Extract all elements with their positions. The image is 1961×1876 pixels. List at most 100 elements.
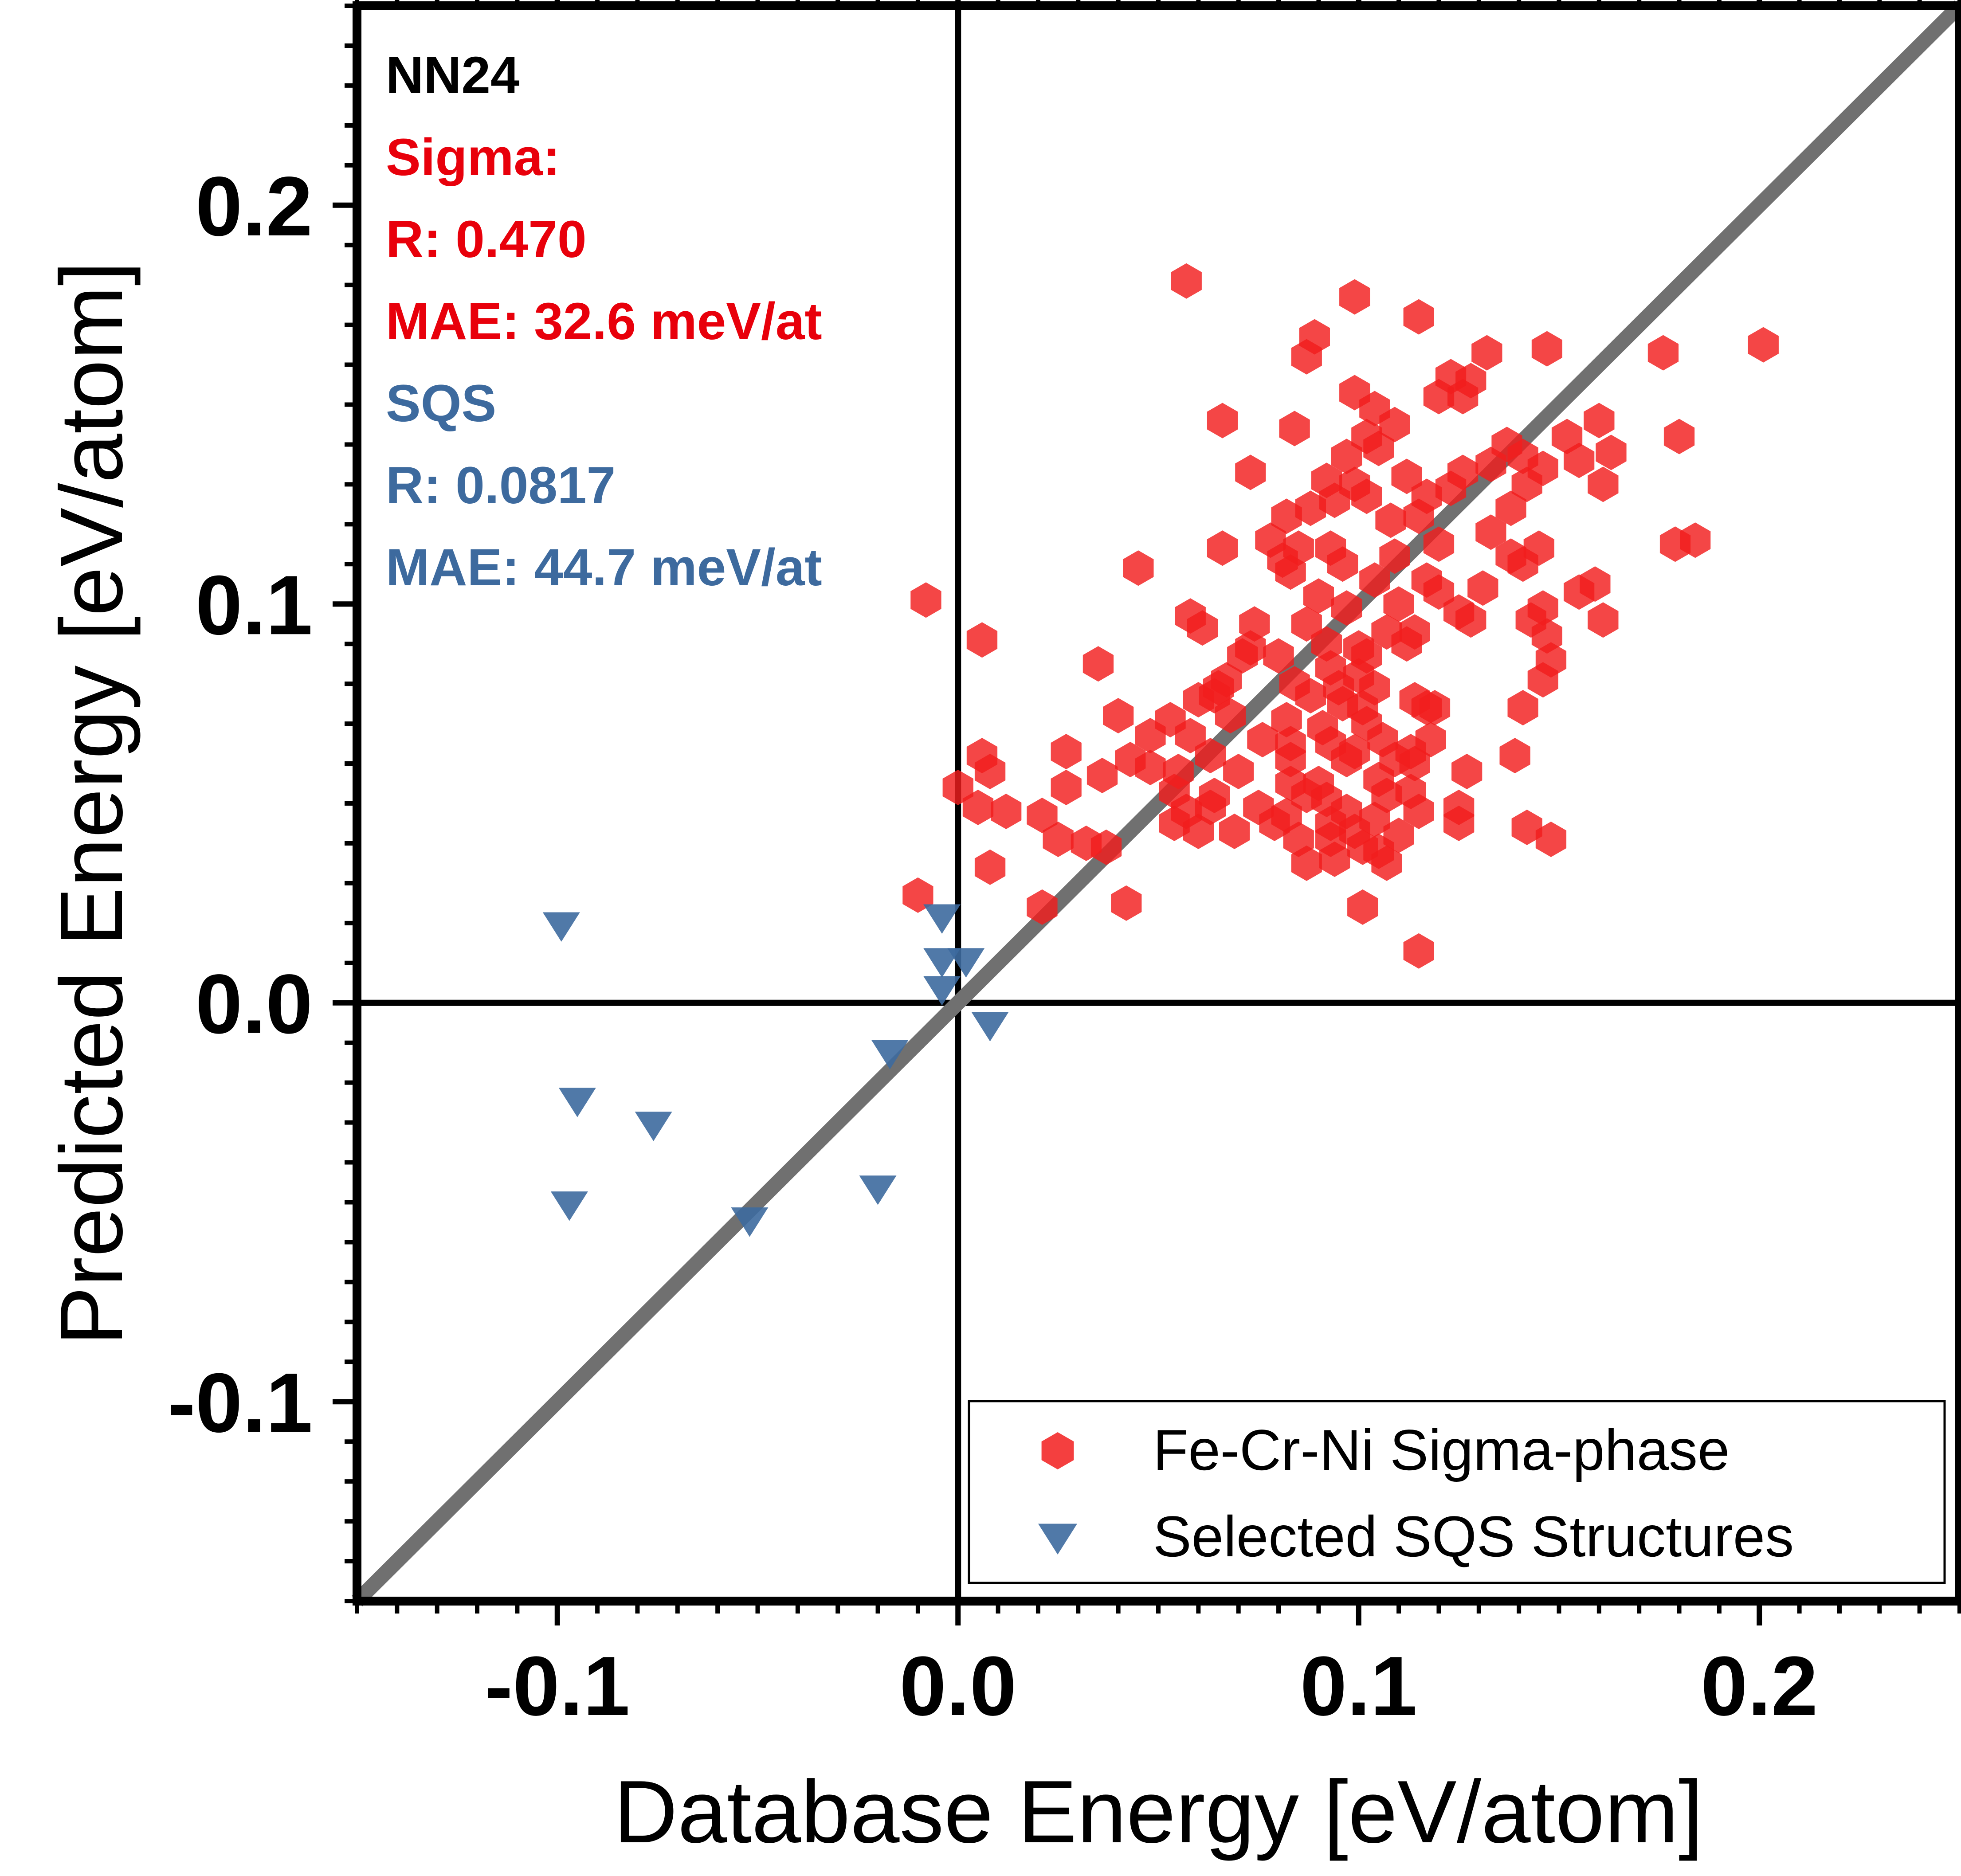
sigma-point: [1403, 498, 1434, 534]
sigma-point: [1103, 698, 1134, 734]
sigma-point: [1159, 806, 1190, 841]
sigma-point: [1275, 742, 1306, 778]
sigma-point: [1327, 546, 1358, 582]
sigma-point: [1319, 841, 1350, 877]
sigma-point: [1455, 602, 1486, 638]
sigma-point: [991, 794, 1022, 829]
legend-box: [968, 1400, 1946, 1584]
sigma-point: [1291, 606, 1322, 642]
sigma-point: [1403, 933, 1434, 969]
x-tick-label: 0.1: [1300, 1639, 1417, 1733]
sigma-point: [1351, 478, 1382, 514]
sigma-point: [1527, 662, 1558, 698]
sigma-point: [1680, 522, 1711, 558]
y-tick-label: 0.0: [196, 957, 313, 1051]
sigma-point: [1499, 738, 1530, 774]
sigma-point: [1271, 498, 1302, 534]
sqs-point: [635, 1112, 672, 1141]
sigma-point: [1423, 379, 1455, 415]
sigma-point: [1495, 490, 1526, 526]
x-axis-title: Database Energy [eV/atom]: [614, 1762, 1703, 1861]
sigma-point: [966, 622, 998, 658]
sigma-point: [1399, 746, 1430, 782]
sigma-point: [1135, 718, 1166, 754]
sqs-point: [871, 1040, 909, 1069]
sigma-point: [1259, 806, 1290, 841]
x-tick-label: 0.0: [899, 1639, 1016, 1733]
sigma-point: [1403, 794, 1434, 829]
sigma-point: [1423, 574, 1455, 610]
legend-triangle: [1038, 1524, 1077, 1555]
sigma-point: [1475, 446, 1506, 482]
sqs-point: [923, 948, 961, 978]
y-tick-label: 0.1: [196, 558, 313, 652]
sigma-point: [1319, 482, 1350, 518]
sigma-point: [1423, 526, 1455, 562]
sigma-point: [1391, 458, 1422, 494]
y-tick-label: -0.1: [168, 1356, 313, 1450]
legend: Fe-Cr-Ni Sigma-phase Selected SQS Struct…: [968, 1400, 1946, 1584]
sigma-point: [1043, 822, 1074, 857]
sigma-point: [1511, 810, 1542, 845]
y-tick-labels: -0.1 0.0 0.1 0.2: [168, 160, 313, 1450]
sigma-point: [1507, 690, 1538, 726]
sigma-point: [1588, 466, 1619, 502]
sigma-point: [1195, 738, 1226, 774]
sigma-point: [1123, 550, 1154, 586]
sigma-point: [1207, 530, 1238, 566]
sqs-point: [971, 1012, 1009, 1042]
sigma-point: [1235, 454, 1266, 490]
sigma-point: [1363, 431, 1394, 466]
sigma-point: [1447, 379, 1479, 415]
sigma-point: [1295, 490, 1326, 526]
sigma-point: [1207, 403, 1238, 439]
sigma-point: [1451, 754, 1483, 789]
stat-line: MAE: 32.6 meV/at: [386, 292, 822, 351]
sigma-point: [1371, 845, 1402, 881]
sigma-point: [1564, 443, 1595, 478]
sqs-series: [542, 904, 1009, 1237]
legend-label-sigma: Fe-Cr-Ni Sigma-phase: [1153, 1418, 1730, 1482]
sigma-point: [1531, 331, 1562, 367]
reference-line-layer: [352, 0, 1961, 1607]
sigma-point: [1291, 339, 1322, 375]
x-tick-label: -0.1: [485, 1639, 630, 1733]
sigma-point: [1279, 411, 1310, 446]
sigma-point: [1223, 754, 1254, 789]
sigma-point: [1435, 470, 1467, 506]
legend-hexagon: [1041, 1432, 1074, 1469]
stats-annotations: NN24 Sigma: R: 0.470 MAE: 32.6 meV/at SQS R: …: [386, 46, 822, 597]
sigma-point: [1403, 299, 1434, 335]
x-tick-labels: -0.1 0.0 0.1 0.2: [485, 1639, 1818, 1733]
sigma-point: [1359, 562, 1390, 598]
sigma-point: [1584, 403, 1615, 439]
x-tick-label: 0.2: [1701, 1639, 1818, 1733]
sigma-point: [1535, 822, 1567, 857]
sigma-point: [1135, 750, 1166, 785]
stat-line: NN24: [386, 46, 520, 105]
sigma-point: [1051, 734, 1082, 770]
sigma-point: [1303, 578, 1334, 614]
plot-frame: [353, 1, 1961, 1606]
sigma-point: [1375, 502, 1406, 538]
sigma-point: [1027, 798, 1058, 833]
sigma-point: [974, 754, 1006, 789]
sigma-point: [1467, 570, 1498, 606]
legend-marker-sqs: [1038, 1524, 1077, 1555]
sigma-point: [1263, 638, 1294, 674]
sigma-point: [942, 770, 973, 805]
sqs-point: [923, 904, 961, 934]
sigma-point: [1511, 466, 1542, 502]
sqs-point: [550, 1191, 588, 1221]
sigma-point: [1379, 407, 1410, 443]
sigma-series: [902, 263, 1779, 969]
sqs-point: [923, 976, 961, 1006]
sigma-point: [1588, 602, 1619, 638]
sigma-point: [1295, 678, 1326, 714]
sigma-point: [1339, 279, 1370, 315]
sigma-point: [974, 849, 1006, 885]
legend-label-sqs: Selected SQS Structures: [1153, 1504, 1794, 1569]
sqs-point: [859, 1175, 897, 1205]
sigma-point: [962, 790, 994, 825]
